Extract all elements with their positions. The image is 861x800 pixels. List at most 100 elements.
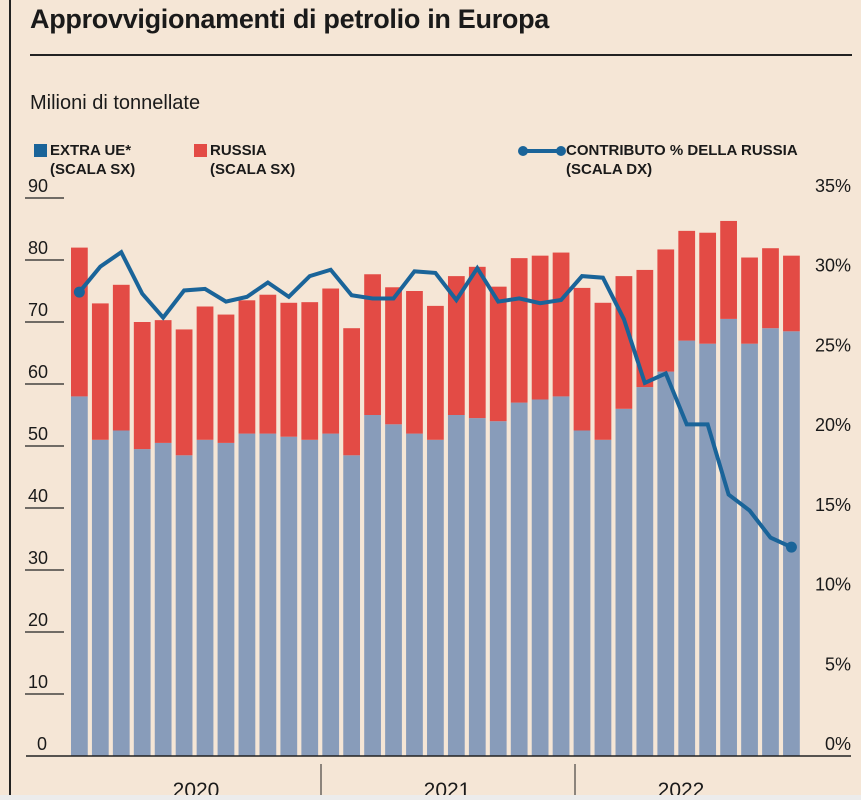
bar-extra-ue <box>175 455 193 756</box>
bar-extra-ue <box>238 433 256 756</box>
y2-tick-label: 10% <box>815 575 851 595</box>
y-tick-label: 70 <box>28 300 48 320</box>
y-tick-label: 10 <box>28 672 48 692</box>
legend-scale: (SCALA SX) <box>210 161 296 178</box>
y-tick-label: 60 <box>28 362 48 382</box>
y2-tick-label: 30% <box>815 256 851 276</box>
bar-russia <box>678 230 696 341</box>
bar-extra-ue <box>364 415 381 756</box>
horizontal-scrollbar[interactable] <box>0 795 861 800</box>
bar-russia <box>552 252 570 397</box>
bar-russia <box>322 288 340 434</box>
line-end-dot <box>785 541 797 553</box>
bar-russia <box>636 269 654 388</box>
bar-extra-ue <box>552 396 570 756</box>
bar-extra-ue <box>406 433 423 756</box>
bar-extra-ue <box>615 408 633 756</box>
bar-extra-ue <box>259 433 277 756</box>
bar-russia <box>343 328 361 456</box>
bar-russia <box>175 329 193 456</box>
bar-russia <box>71 247 88 397</box>
bar-russia <box>364 274 381 415</box>
line-contributo-russia <box>77 249 793 549</box>
legend-extra-ue: EXTRA UE* (SCALA SX) <box>34 141 136 179</box>
y2-tick-label: 20% <box>815 415 851 435</box>
chart-title: Approvvigionamenti di petrolio in Europa <box>30 4 550 34</box>
bar-russia <box>720 220 737 319</box>
bar-extra-ue <box>699 343 717 756</box>
bar-extra-ue <box>112 430 130 756</box>
bar-russia <box>510 258 528 403</box>
bar-extra-ue <box>280 436 298 756</box>
bar-russia <box>657 249 675 372</box>
bar-russia <box>280 302 298 437</box>
year-label: 2021 <box>424 779 471 800</box>
y-tick-label: 20 <box>28 610 48 630</box>
bar-extra-ue <box>217 442 235 756</box>
bar-extra-ue <box>573 430 591 756</box>
legend-scale: (SCALA SX) <box>50 161 136 178</box>
bar-russia <box>699 232 717 344</box>
bar-extra-ue <box>594 439 612 756</box>
bar-russia <box>385 287 402 425</box>
y2-tick-label: 15% <box>815 495 851 515</box>
bar-russia <box>762 248 779 329</box>
legend-swatch-russia <box>194 144 207 157</box>
bar-russia <box>217 314 235 443</box>
y-tick-label: 40 <box>28 486 48 506</box>
left-border <box>9 0 11 800</box>
legend-label: EXTRA UE* <box>50 142 132 159</box>
bar-russia <box>112 284 130 431</box>
bar-extra-ue <box>762 328 779 756</box>
line-start-dot <box>73 286 85 298</box>
bar-extra-ue <box>531 399 549 756</box>
bar-russia <box>238 300 256 434</box>
y2-tick-label: 35% <box>815 176 851 196</box>
legend-scale: (SCALA DX) <box>566 161 653 178</box>
legend-line-dot <box>556 146 566 156</box>
bar-russia <box>594 302 612 440</box>
bar-russia <box>196 306 214 440</box>
bar-russia <box>573 287 591 431</box>
y2-tick-label: 0% <box>825 734 851 754</box>
bar-extra-ue <box>489 421 507 756</box>
bar-extra-ue <box>343 455 361 756</box>
bar-extra-ue <box>720 318 737 756</box>
bar-russia <box>133 322 151 450</box>
bar-extra-ue <box>678 340 696 756</box>
bar-extra-ue <box>133 449 151 756</box>
bar-extra-ue <box>427 439 444 756</box>
year-label: 2020 <box>173 779 220 800</box>
bar-russia <box>154 320 172 443</box>
y2-tick-label: 5% <box>825 654 851 674</box>
year-label: 2022 <box>658 779 705 800</box>
bar-extra-ue <box>154 442 172 756</box>
y-tick-label: 90 <box>28 176 48 196</box>
legend-label: RUSSIA <box>210 142 267 159</box>
bar-russia <box>427 305 444 440</box>
y2-tick-label: 25% <box>815 335 851 355</box>
legend-line-marker <box>520 149 562 153</box>
bar-russia <box>489 286 507 422</box>
legend-line-dot <box>518 146 528 156</box>
bar-russia <box>447 276 465 415</box>
bar-extra-ue <box>741 343 758 756</box>
bar-extra-ue <box>510 402 528 756</box>
legend-label: CONTRIBUTO % DELLA RUSSIA <box>566 142 798 159</box>
legend-russia: RUSSIA (SCALA SX) <box>194 141 296 179</box>
bar-russia <box>741 257 758 344</box>
bar-extra-ue <box>71 396 88 756</box>
bar-extra-ue <box>636 387 654 756</box>
bar-russia <box>531 255 549 400</box>
bar-russia <box>468 266 486 419</box>
legend-contributo: CONTRIBUTO % DELLA RUSSIA (SCALA DX) <box>518 141 798 179</box>
y-tick-label: 0 <box>37 734 47 754</box>
legend-swatch-extra-ue <box>34 144 47 157</box>
bar-russia <box>406 291 423 434</box>
unit-label: Milioni di tonnellate <box>30 92 201 114</box>
bar-extra-ue <box>447 415 465 756</box>
bar-extra-ue <box>91 439 109 756</box>
bar-extra-ue <box>196 439 214 756</box>
